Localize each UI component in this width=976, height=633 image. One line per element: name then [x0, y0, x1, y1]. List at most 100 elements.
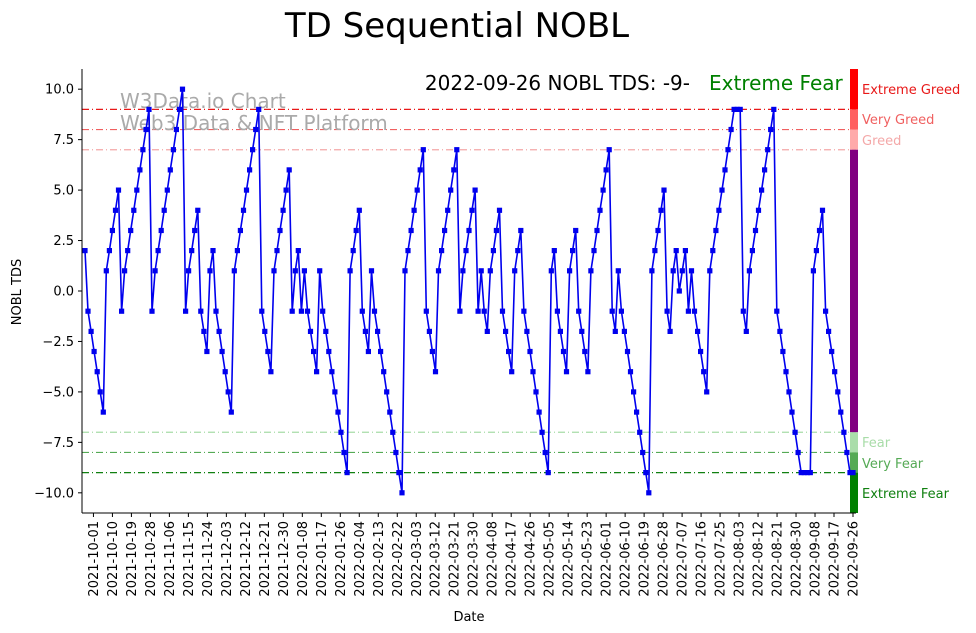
x-tick-label: 2022-06-28 [657, 521, 672, 597]
x-tick-label: 2022-03-03 [410, 521, 425, 597]
data-point [841, 429, 847, 435]
data-point [432, 369, 439, 375]
data-point [280, 207, 286, 213]
y-tick-label: −2.5 [42, 335, 74, 350]
data-point [661, 187, 667, 193]
data-point [289, 308, 295, 314]
data-point [557, 328, 563, 334]
x-tick-label: 2022-08-21 [771, 521, 786, 597]
data-point [627, 369, 634, 375]
x-tick-label: 2022-08-12 [752, 521, 767, 597]
data-point [179, 86, 186, 92]
data-point [838, 409, 844, 415]
x-tick-label: 2021-12-21 [258, 521, 273, 597]
data-point [606, 147, 612, 153]
data-point [295, 248, 301, 254]
x-tick-label: 2021-10-28 [144, 521, 159, 597]
data-point [329, 369, 335, 375]
data-point [353, 227, 359, 234]
data-point [618, 308, 624, 314]
data-point [658, 207, 664, 213]
data-point [463, 248, 469, 254]
data-point [810, 268, 816, 274]
data-point [487, 268, 493, 274]
data-point [134, 187, 140, 193]
x-axis-ticks: 2021-10-01 2021-10-10 2021-10-19 2021-10-28… [87, 513, 862, 597]
data-point [823, 308, 829, 314]
data-point [359, 308, 365, 314]
x-tick-label: 2021-12-03 [220, 521, 235, 597]
zone-label-extreme-fear: Extreme Fear [862, 487, 950, 502]
x-tick-label: 2021-11-06 [163, 521, 178, 597]
data-point [655, 227, 661, 234]
side-bar-segment [850, 432, 858, 453]
data-point [143, 126, 149, 133]
data-point [274, 248, 280, 254]
data-point [195, 207, 201, 213]
data-point [451, 167, 457, 173]
data-point [499, 308, 506, 314]
data-point [801, 470, 807, 476]
data-point [112, 207, 119, 213]
data-point [128, 227, 134, 234]
data-point [82, 248, 88, 254]
data-point [725, 147, 731, 153]
data-point [237, 227, 243, 234]
data-point [204, 348, 210, 355]
x-tick-label: 2022-05-05 [543, 521, 558, 597]
data-point [91, 348, 97, 355]
x-tick-label: 2022-03-21 [448, 521, 463, 597]
data-point [103, 268, 109, 274]
data-point [493, 227, 499, 234]
data-point [807, 470, 813, 476]
data-point [222, 369, 228, 375]
data-point [844, 449, 850, 456]
data-point [259, 308, 265, 314]
status-level-text: Extreme Fear [709, 71, 844, 95]
data-point [137, 167, 143, 173]
data-point [365, 348, 371, 355]
data-point [396, 470, 402, 476]
data-point [530, 369, 536, 375]
data-point [548, 268, 554, 274]
data-point [813, 248, 819, 254]
data-point [216, 328, 222, 334]
series-group [82, 86, 856, 496]
y-tick-label: 0.0 [53, 285, 74, 300]
data-point [378, 348, 384, 355]
data-point [119, 308, 125, 314]
sentiment-side-bar [850, 69, 858, 513]
zone-lines [82, 108, 856, 474]
data-point [737, 106, 743, 112]
data-point [439, 248, 445, 254]
data-point [762, 167, 768, 173]
data-point [521, 308, 527, 314]
data-point [466, 227, 472, 234]
data-point [746, 268, 752, 274]
data-point [219, 348, 225, 355]
data-point [332, 389, 338, 395]
data-point [286, 167, 292, 173]
data-point [612, 328, 618, 334]
data-point [375, 328, 381, 334]
x-tick-label: 2022-01-08 [296, 521, 311, 597]
data-point [679, 268, 685, 274]
zone-label-very-fear: Very Fear [862, 457, 924, 472]
data-point [247, 167, 253, 173]
data-point [268, 369, 274, 375]
data-point [646, 490, 652, 496]
data-point [478, 268, 484, 274]
data-point [518, 227, 524, 234]
zone-labels: Extreme Greed Very Greed Greed Fear Very Fea… [862, 83, 960, 502]
data-point [445, 207, 451, 213]
data-point [393, 449, 399, 456]
data-point [100, 409, 106, 415]
data-point [615, 268, 621, 274]
data-point [186, 268, 192, 274]
data-point [527, 348, 533, 355]
x-tick-label: 2022-09-08 [809, 521, 824, 597]
data-point [847, 470, 853, 476]
data-point [448, 187, 454, 193]
data-point [213, 308, 219, 314]
data-point [484, 328, 490, 334]
